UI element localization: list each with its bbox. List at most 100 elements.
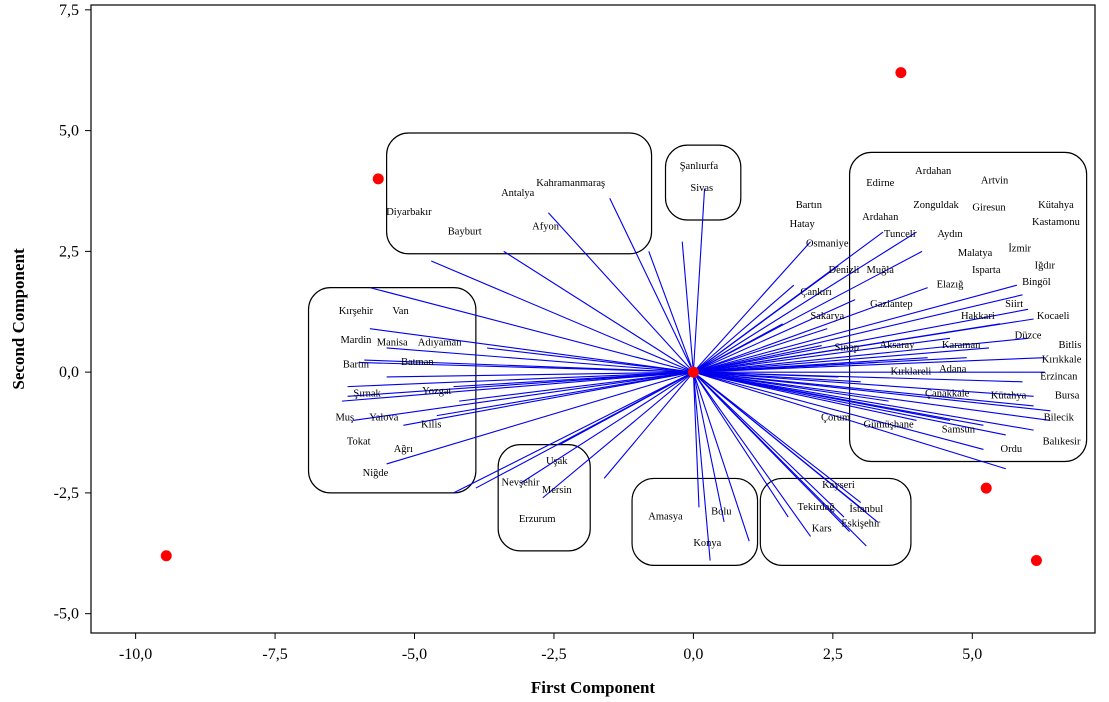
province-label: Hakkari <box>961 311 995 322</box>
vector-33 <box>692 371 811 537</box>
vector-31 <box>692 372 725 523</box>
x-tick-label: -2,5 <box>541 646 566 663</box>
province-label: Şanlıurfa <box>680 161 719 172</box>
vector-72 <box>693 371 861 383</box>
province-label: Kırıkkale <box>1042 354 1082 365</box>
province-label: Tunceli <box>884 229 916 240</box>
province-label: Antalya <box>501 188 535 199</box>
province-label: Yalova <box>369 412 399 423</box>
vector-30 <box>692 372 700 508</box>
vector-6 <box>692 188 706 373</box>
province-label: Nevşehir <box>502 478 540 489</box>
vector-77 <box>693 371 984 426</box>
vector-15 <box>358 361 694 373</box>
x-tick-label: 5,0 <box>962 646 982 663</box>
vector-14 <box>403 371 694 426</box>
vector-17 <box>486 347 694 373</box>
province-label: Niğde <box>363 468 389 479</box>
province-label: Mersin <box>542 485 572 496</box>
vector-21 <box>386 371 694 378</box>
province-label: Düzce <box>1015 330 1042 341</box>
vector-46 <box>693 231 917 373</box>
point-3 <box>160 550 172 562</box>
vector-0 <box>431 260 694 373</box>
province-label: Sivas <box>690 183 713 194</box>
province-label: Karaman <box>942 340 981 351</box>
province-label: Afyon <box>532 222 560 233</box>
province-label: Yozgat <box>422 386 451 397</box>
vector-67 <box>693 371 984 450</box>
vector-76 <box>693 371 839 378</box>
province-label: Malatya <box>958 248 993 259</box>
point-5 <box>1030 555 1042 567</box>
point-2 <box>895 67 907 79</box>
vector-5 <box>681 241 694 373</box>
vector-18 <box>459 371 694 402</box>
province-label: Kırşehir <box>339 306 374 317</box>
vector-12 <box>386 371 694 465</box>
vector-28 <box>603 371 694 479</box>
province-label: Kars <box>812 524 832 535</box>
group-box-6 <box>759 477 912 566</box>
vector-7 <box>369 287 694 373</box>
point-4 <box>980 482 992 494</box>
province-label: Uşak <box>546 456 568 467</box>
province-label: Ağrı <box>394 444 413 455</box>
vector-1 <box>503 250 694 373</box>
y-tick-label: 2,5 <box>59 243 79 260</box>
vector-19 <box>347 371 694 388</box>
province-label: İstanbul <box>849 503 883 515</box>
province-label: Konya <box>693 538 721 549</box>
group-box-0 <box>386 132 653 255</box>
province-label: Batman <box>401 357 434 368</box>
x-tick-label: -5,0 <box>402 646 427 663</box>
province-label: Amasya <box>648 511 683 522</box>
vector-75 <box>693 361 878 373</box>
vector-27 <box>559 371 694 446</box>
vector-79 <box>693 323 1001 373</box>
y-tick-label: 0,0 <box>59 364 79 381</box>
vector-45 <box>693 231 884 373</box>
province-label: Diyarbakır <box>386 207 432 218</box>
province-label: Iğdır <box>1035 260 1056 271</box>
province-label: Gaziantep <box>870 299 913 310</box>
vector-8 <box>369 328 694 373</box>
province-label: Şırnak <box>353 388 381 399</box>
province-label: Çorum <box>821 412 850 423</box>
province-label: Eskişehir <box>841 519 881 530</box>
vector-58 <box>693 357 1045 373</box>
vector-3 <box>609 197 694 373</box>
y-tick-label: -5,0 <box>54 606 79 623</box>
vector-66 <box>693 371 1006 436</box>
vector-56 <box>693 347 990 373</box>
province-label: Bartın <box>796 200 823 211</box>
y-tick-label: 5,0 <box>59 123 79 140</box>
province-label: Çankırı <box>800 287 832 298</box>
y-axis-title: Second Component <box>9 248 28 390</box>
province-label: Samsun <box>942 425 976 436</box>
province-label: Siirt <box>1005 299 1023 310</box>
province-label: Kütahya <box>1038 200 1074 211</box>
group-box-2 <box>848 151 1088 463</box>
vector-34 <box>692 371 789 518</box>
province-label: Giresun <box>972 202 1006 213</box>
vector-23 <box>453 371 694 494</box>
province-label: Ardahan <box>915 166 952 177</box>
point-0 <box>687 366 699 378</box>
vector-16 <box>436 371 694 417</box>
point-1 <box>372 173 384 185</box>
vector-29 <box>692 372 711 561</box>
group-box-5 <box>631 477 759 566</box>
province-label: Erzincan <box>1040 371 1078 382</box>
vector-78 <box>693 337 951 373</box>
vector-71 <box>693 371 917 421</box>
province-label: Artvin <box>981 176 1009 187</box>
province-label: Adana <box>939 364 967 375</box>
province-label: Bingöl <box>1022 277 1051 288</box>
province-label: Elazığ <box>937 280 965 291</box>
province-label: Çanakkale <box>925 388 970 399</box>
group-box-4 <box>497 444 591 552</box>
vector-49 <box>693 299 856 373</box>
vector-36 <box>693 371 845 518</box>
